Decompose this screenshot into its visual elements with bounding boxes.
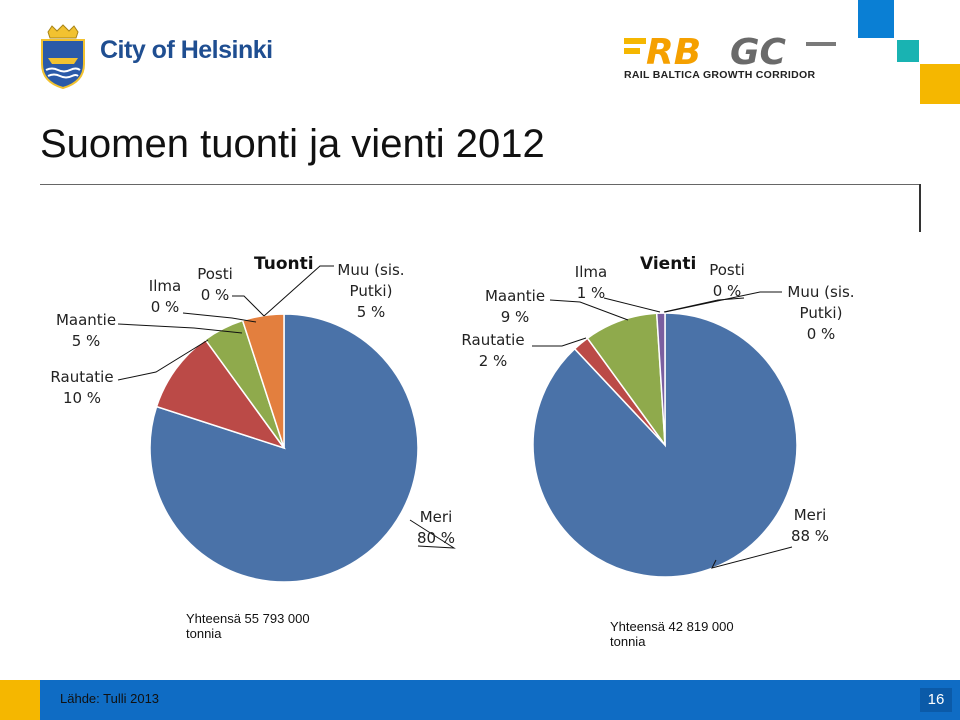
label-tuonti-rautatie-value: 10 % <box>62 389 102 407</box>
leader-vienti-rautatie <box>532 337 587 347</box>
label-tuonti-muu-name2: Putki) <box>349 282 393 300</box>
leader-tuonti-rautatie <box>117 339 209 381</box>
corner-square-yellow <box>920 64 960 104</box>
rbgc-wordmark-icon: RB GC <box>624 32 836 68</box>
label-vienti-rautatie-name: Rautatie <box>461 331 525 349</box>
helsinki-logo: City of Helsinki <box>38 24 278 94</box>
label-vienti-maantie: Maantie 9 % <box>478 286 552 328</box>
chart-title-vienti: Vienti <box>640 254 697 274</box>
label-tuonti-maantie-value: 5 % <box>71 332 101 350</box>
label-tuonti-maantie-name: Maantie <box>55 311 117 329</box>
label-vienti-muu-value: 0 % <box>806 325 836 343</box>
helsinki-logo-text: City of Helsinki <box>100 36 273 64</box>
leader-lines <box>117 265 793 569</box>
label-tuonti-ilma-value: 0 % <box>150 298 180 316</box>
leader-vienti-muu <box>664 291 782 313</box>
label-tuonti-meri-value: 80 % <box>416 529 456 547</box>
label-vienti-muu-name2: Putki) <box>799 304 843 322</box>
label-vienti-rautatie: Rautatie 2 % <box>456 330 530 372</box>
total-vienti: Yhteensä 42 819 000 tonnia <box>610 619 734 649</box>
label-tuonti-posti: Posti 0 % <box>190 264 240 306</box>
pie-tuonti <box>149 313 419 583</box>
footer-source: Lähde: Tulli 2013 <box>60 691 160 706</box>
label-vienti-ilma-value: 1 % <box>576 284 606 302</box>
total-vienti-line2: tonnia <box>610 634 646 649</box>
label-vienti-posti-value: 0 % <box>712 282 742 300</box>
leader-vienti-meri <box>711 546 793 569</box>
total-tuonti-line1: Yhteensä 55 793 000 <box>186 611 310 626</box>
label-vienti-maantie-name: Maantie <box>484 287 546 305</box>
content-frame-line <box>40 184 920 185</box>
label-vienti-ilma: Ilma 1 % <box>566 262 616 304</box>
label-tuonti-rautatie-name: Rautatie <box>50 368 114 386</box>
label-vienti-meri: Meri 88 % <box>786 505 834 547</box>
footer-left-box <box>0 680 40 720</box>
slice-tuonti-rautatie <box>155 338 286 450</box>
rbgc-subtitle: RAIL BALTICA GROWTH CORRIDOR <box>624 69 816 81</box>
label-vienti-ilma-name: Ilma <box>574 263 608 281</box>
label-tuonti-muu-name1: Muu (sis. <box>337 261 405 279</box>
label-vienti-rautatie-value: 2 % <box>478 352 508 370</box>
leader-tuonti-ilma <box>182 312 257 323</box>
pie-vienti <box>532 312 798 578</box>
label-vienti-meri-name: Meri <box>793 506 827 524</box>
label-vienti-posti: Posti 0 % <box>702 260 752 302</box>
label-vienti-muu: Muu (sis. Putki) 0 % <box>776 282 866 345</box>
label-vienti-maantie-value: 9 % <box>500 308 530 326</box>
content-frame-right <box>919 184 921 232</box>
label-tuonti-posti-name: Posti <box>197 265 233 283</box>
slide-title: Suomen tuonti ja vienti 2012 <box>40 122 545 166</box>
page-number: 16 <box>920 688 952 712</box>
leader-tuonti-meri <box>409 519 456 549</box>
label-tuonti-rautatie: Rautatie 10 % <box>42 367 122 409</box>
total-tuonti-line2: tonnia <box>186 626 222 641</box>
leader-tuonti-posti <box>232 295 265 317</box>
leader-vienti-maantie <box>549 299 629 321</box>
label-tuonti-muu: Muu (sis. Putki) 5 % <box>328 260 414 323</box>
label-tuonti-ilma-name: Ilma <box>148 277 182 295</box>
label-tuonti-meri-name: Meri <box>419 508 453 526</box>
label-vienti-posti-name: Posti <box>709 261 745 279</box>
corner-square-blue <box>858 0 894 38</box>
leader-vienti-ilma <box>603 297 661 313</box>
label-tuonti-ilma: Ilma 0 % <box>140 276 190 318</box>
total-tuonti: Yhteensä 55 793 000 tonnia <box>186 611 310 641</box>
label-tuonti-muu-value: 5 % <box>356 303 386 321</box>
rbgc-letters-gc: GC <box>730 32 787 68</box>
label-vienti-muu-name1: Muu (sis. <box>787 283 855 301</box>
leader-tuonti-muu <box>263 265 334 317</box>
corner-square-teal <box>897 40 919 62</box>
label-tuonti-posti-value: 0 % <box>200 286 230 304</box>
label-tuonti-maantie: Maantie 5 % <box>46 310 126 352</box>
total-vienti-line1: Yhteensä 42 819 000 <box>610 619 734 634</box>
helsinki-crest-icon <box>41 24 85 90</box>
footer-source-box <box>40 684 190 716</box>
leader-tuonti-maantie <box>117 323 243 334</box>
rbgc-letters-rb: RB <box>646 32 701 68</box>
label-tuonti-meri: Meri 80 % <box>412 507 460 549</box>
label-vienti-meri-value: 88 % <box>790 527 830 545</box>
chart-title-tuonti: Tuonti <box>254 254 314 274</box>
rbgc-logo: RB GC RAIL BALTICA GROWTH CORRIDOR <box>622 30 852 86</box>
